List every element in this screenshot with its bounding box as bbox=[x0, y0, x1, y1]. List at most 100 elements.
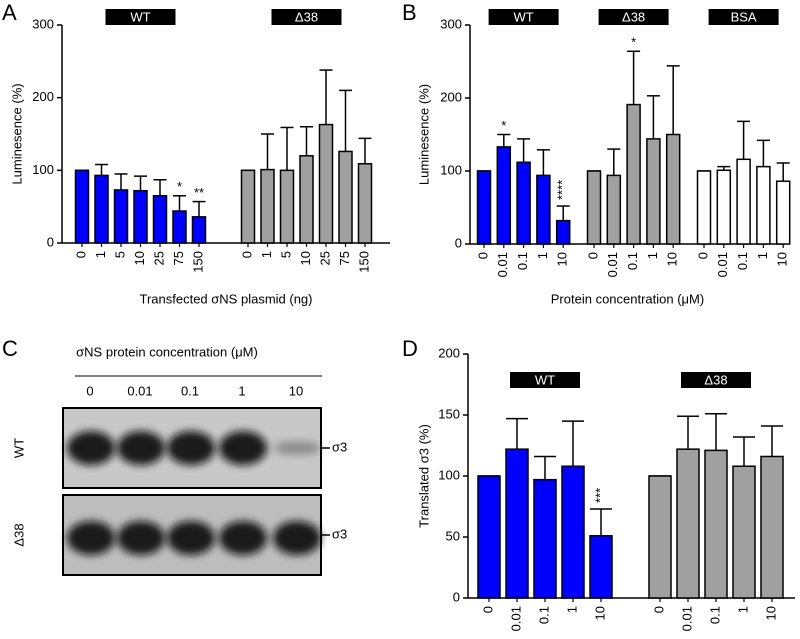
x-tick-label: 75 bbox=[337, 251, 352, 265]
bar bbox=[318, 123, 334, 244]
bar bbox=[676, 448, 700, 599]
band bbox=[67, 521, 115, 555]
y-tick-label: 0 bbox=[47, 234, 54, 249]
x-tick-label: 25 bbox=[317, 251, 332, 265]
x-tick-label: 1 bbox=[259, 251, 274, 258]
y-axis-label: Translated σ3 (%) bbox=[416, 424, 431, 528]
band-label: σ3 bbox=[332, 439, 347, 454]
group-label-box bbox=[105, 9, 176, 25]
bar bbox=[760, 455, 784, 599]
blot-title: σNS protein concentration (μM) bbox=[76, 344, 258, 359]
bar bbox=[357, 163, 373, 244]
x-tick-label: 0 bbox=[585, 252, 600, 259]
x-tick-label: 0 bbox=[695, 252, 710, 259]
bar bbox=[496, 146, 512, 245]
x-tick-label: 0.01 bbox=[508, 606, 523, 631]
y-tick-label: 300 bbox=[32, 16, 54, 31]
significance: *** bbox=[592, 488, 607, 503]
bar bbox=[626, 103, 641, 245]
x-tick-label: 1 bbox=[735, 606, 750, 613]
x-tick-label: 0.01 bbox=[495, 252, 510, 277]
row-label: Δ38 bbox=[11, 523, 26, 546]
x-tick-label: 0.1 bbox=[625, 252, 640, 270]
significance: * bbox=[177, 179, 182, 194]
bar bbox=[646, 138, 661, 245]
panel-label: D bbox=[402, 336, 418, 361]
bar bbox=[665, 133, 681, 245]
x-tick-label: 0 bbox=[73, 251, 88, 258]
bar bbox=[172, 210, 187, 244]
group-label: BSA bbox=[731, 9, 757, 24]
group-label: WT bbox=[535, 372, 555, 387]
x-axis-label: Transfected σNS plasmid (ng) bbox=[140, 291, 313, 306]
y-tick-label: 100 bbox=[438, 467, 460, 482]
y-tick-label: 50 bbox=[446, 528, 460, 543]
lane-label: 10 bbox=[289, 383, 303, 398]
bar bbox=[716, 169, 732, 245]
bar bbox=[555, 219, 571, 245]
bar bbox=[756, 165, 771, 245]
bar bbox=[476, 170, 492, 245]
bar bbox=[586, 170, 602, 245]
x-tick-label: 1 bbox=[645, 252, 660, 259]
x-tick-label: 0.1 bbox=[515, 252, 530, 270]
band bbox=[167, 431, 215, 465]
lane-label: 1 bbox=[238, 383, 245, 398]
x-tick-label: 150 bbox=[356, 251, 371, 273]
band bbox=[219, 521, 267, 555]
band bbox=[219, 431, 267, 465]
y-axis-label: Luminesence (%) bbox=[9, 83, 24, 184]
lane-label: 0 bbox=[86, 383, 93, 398]
lane-label: 0.1 bbox=[181, 383, 199, 398]
x-axis-label: Protein concentration (μM) bbox=[551, 291, 704, 306]
y-tick-label: 100 bbox=[440, 162, 462, 177]
bar bbox=[505, 448, 529, 599]
y-tick-label: 150 bbox=[438, 406, 460, 421]
row-label: WT bbox=[11, 438, 26, 458]
x-tick-label: 1 bbox=[564, 606, 579, 613]
y-tick-label: 200 bbox=[32, 89, 54, 104]
group-label: WT bbox=[513, 9, 533, 24]
bar bbox=[696, 170, 712, 245]
x-tick-label: 10 bbox=[298, 251, 313, 265]
x-tick-label: 5 bbox=[278, 251, 293, 258]
bar bbox=[152, 195, 168, 244]
bar bbox=[113, 189, 129, 244]
group-label-box bbox=[271, 9, 342, 25]
group-label: Δ38 bbox=[622, 9, 645, 24]
y-tick-label: 0 bbox=[453, 589, 460, 604]
y-axis-label: Luminesence (%) bbox=[416, 84, 431, 185]
group-label: Δ38 bbox=[704, 372, 727, 387]
x-tick-label: 25 bbox=[151, 251, 166, 265]
significance: **** bbox=[555, 180, 570, 200]
bar bbox=[732, 465, 756, 599]
x-tick-label: 0.1 bbox=[735, 252, 750, 270]
band bbox=[167, 521, 215, 555]
bar bbox=[606, 174, 622, 245]
x-tick-label: 150 bbox=[190, 251, 205, 273]
y-tick-label: 100 bbox=[32, 162, 54, 177]
x-tick-label: 10 bbox=[555, 252, 570, 266]
x-tick-label: 1 bbox=[755, 252, 770, 259]
x-tick-label: 10 bbox=[775, 252, 790, 266]
blot-frame bbox=[62, 407, 322, 489]
group-label-box bbox=[488, 9, 559, 25]
x-tick-label: 1 bbox=[535, 252, 550, 259]
y-tick-label: 200 bbox=[438, 345, 460, 360]
y-tick-label: 200 bbox=[440, 89, 462, 104]
group-label-box bbox=[708, 9, 779, 25]
x-tick-label: 0.1 bbox=[536, 606, 551, 624]
significance: ** bbox=[194, 185, 204, 200]
group-label: WT bbox=[130, 9, 150, 24]
group-label-box bbox=[598, 9, 669, 25]
band-label: σ3 bbox=[332, 526, 347, 541]
bar bbox=[561, 465, 585, 599]
bar bbox=[775, 180, 791, 245]
bar bbox=[589, 535, 613, 599]
bar bbox=[536, 174, 551, 245]
x-tick-label: 0.1 bbox=[707, 606, 722, 624]
x-tick-label: 0 bbox=[475, 252, 490, 259]
group-label-box bbox=[510, 372, 580, 388]
band bbox=[67, 431, 115, 465]
